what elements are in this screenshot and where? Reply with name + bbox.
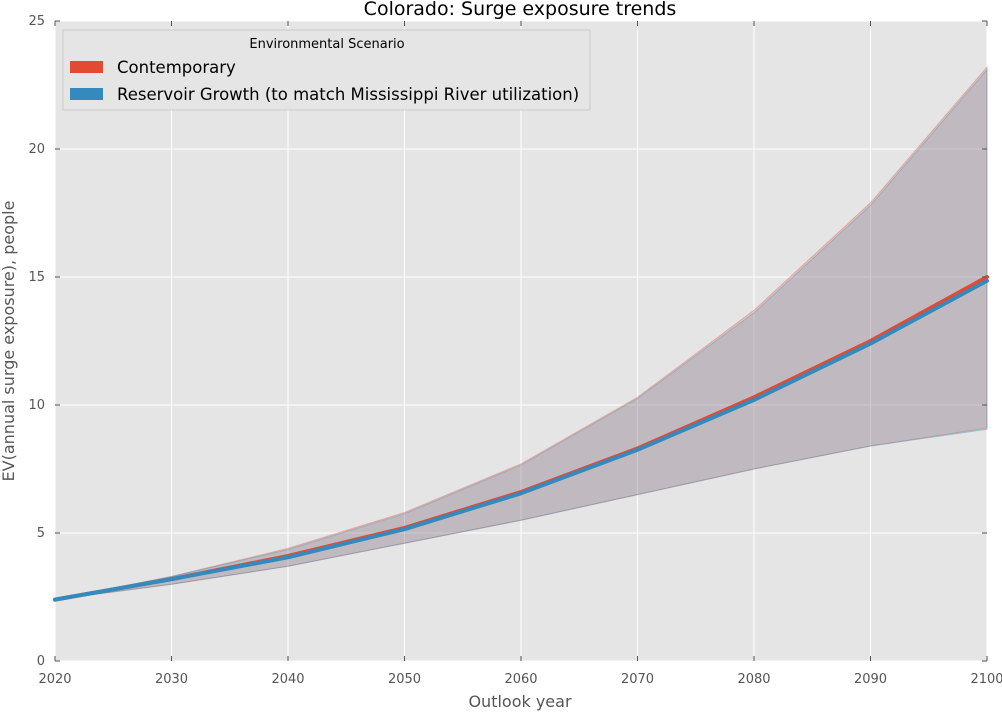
series-line-2 [53, 278, 989, 602]
x-tick-label: 2070 [621, 672, 654, 687]
y-axis-label: EV(annual surge exposure), people [0, 201, 18, 482]
x-tick-label: 2050 [388, 672, 421, 687]
x-tick-label: 2090 [854, 672, 887, 687]
legend-swatch-2 [70, 88, 103, 100]
legend-title: Environmental Scenario [249, 37, 404, 52]
y-tick-label: 15 [28, 270, 45, 285]
x-tick-label: 2020 [38, 672, 71, 687]
y-tick-label: 20 [28, 142, 45, 157]
uncertainty-bands [54, 65, 988, 601]
legend-label-1: Contemporary [117, 58, 236, 77]
y-tick-label: 0 [37, 654, 45, 669]
legend: Environmental Scenario Contemporary Reser… [62, 29, 591, 111]
axis-ticks: 2020 2030 2040 2050 2060 2070 2080 2090 2100 0 5 10… [28, 14, 1002, 687]
x-tick-label: 2100 [970, 672, 1002, 687]
y-tick-label: 25 [28, 14, 45, 29]
legend-label-2: Reservoir Growth (to match Mississippi R… [117, 85, 579, 104]
legend-swatch-1 [70, 61, 103, 73]
x-axis-label: Outlook year [468, 692, 572, 711]
y-tick-label: 10 [28, 398, 45, 413]
x-tick-label: 2080 [737, 672, 770, 687]
uncertainty-band-2 [54, 68, 988, 601]
x-tick-label: 2060 [504, 672, 537, 687]
x-tick-label: 2030 [155, 672, 188, 687]
chart-title: Colorado: Surge exposure trends [364, 0, 677, 20]
uncertainty-band-1 [54, 65, 988, 601]
legend-box [62, 29, 591, 111]
legend-items: Contemporary Reservoir Growth (to match M… [70, 58, 579, 104]
x-tick-label: 2040 [271, 672, 304, 687]
y-tick-label: 5 [37, 526, 45, 541]
series-lines [53, 275, 989, 602]
